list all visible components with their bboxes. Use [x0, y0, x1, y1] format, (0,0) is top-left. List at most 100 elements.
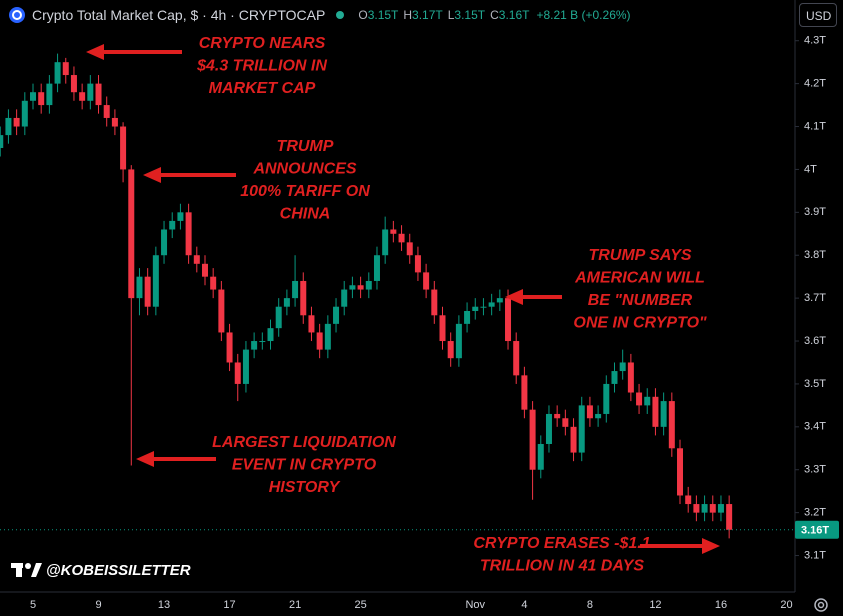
change: +8.21 B (+0.26%) [536, 8, 631, 22]
candle-body [562, 418, 569, 427]
watermark: @KOBEISSILETTER [46, 562, 191, 579]
annotation-text: $4.3 TRILLION IN [196, 58, 327, 75]
candle-body [0, 135, 4, 148]
candle-body [406, 242, 413, 256]
candle-body [120, 126, 127, 170]
candle-body [5, 117, 12, 136]
candle-body [54, 62, 61, 84]
candle-body [423, 272, 430, 290]
candle-body [316, 332, 323, 350]
currency-select[interactable]: USD [799, 3, 837, 27]
candle-body [619, 362, 626, 372]
annotation-text: LARGEST LIQUIDATION [212, 434, 396, 451]
candle-body [128, 169, 135, 299]
candle-body [218, 289, 225, 333]
candle-body [111, 117, 118, 127]
candle-body [455, 323, 462, 359]
annotation-text: EVENT IN CRYPTO [232, 457, 377, 474]
status-dot [336, 11, 345, 19]
candle-body [545, 413, 552, 444]
x-tick-label: 20 [780, 599, 792, 611]
y-tick-label: 3.2T [804, 507, 826, 519]
candles [0, 53, 733, 539]
ohlc-values: O3.15T H3.17T L3.15T C3.16T [353, 8, 529, 22]
candle-body [570, 426, 577, 453]
candle-body [13, 117, 20, 127]
annotation-text: CHINA [280, 206, 331, 223]
candle-body [668, 401, 675, 449]
candle-body [275, 306, 282, 329]
candle-body [161, 229, 168, 256]
annotation-text: CRYPTO ERASES -$1.1 [473, 535, 650, 552]
arrow-head [136, 451, 154, 467]
candle-body [677, 448, 684, 496]
candle-body [152, 255, 159, 307]
candle-body [472, 306, 479, 311]
candle-body [177, 212, 184, 221]
candle-body [382, 229, 389, 256]
candle-body [365, 280, 372, 290]
icon-circle [9, 7, 25, 23]
candle-body [701, 504, 708, 513]
logo-part [31, 563, 42, 577]
candle-body [308, 315, 315, 333]
annotation-text: MARKET CAP [209, 80, 316, 97]
candle-body [70, 75, 77, 93]
candle-body [488, 302, 495, 307]
gear[interactable] [814, 598, 828, 612]
candle-body [300, 280, 307, 316]
x-tick-label: 9 [95, 599, 101, 611]
candle-body [21, 100, 28, 127]
x-tick-label: 4 [521, 599, 527, 611]
candle-body [521, 375, 528, 410]
annotation-text: ONE IN CRYPTO" [573, 315, 707, 332]
annotation-text: 100% TARIFF ON [240, 183, 370, 200]
candle-body [349, 285, 356, 290]
y-tick-label: 4.2T [804, 78, 826, 90]
x-tick-label: 12 [649, 599, 661, 611]
candle-body [586, 405, 593, 419]
ohlc-label: O [358, 8, 368, 22]
candle-body [324, 323, 331, 350]
candle-body [636, 392, 643, 406]
dot [336, 11, 345, 19]
symbol-icon [9, 7, 25, 23]
candle-body [496, 298, 503, 303]
candle-body [390, 229, 397, 234]
arrow-head [702, 538, 720, 554]
candle-body [38, 92, 45, 106]
candle-body [578, 405, 585, 453]
ohlc-label: H [403, 8, 413, 22]
symbol-title[interactable]: Crypto Total Market Cap, $ · 4h · CRYPTO… [32, 7, 326, 23]
annotation-text: BE "NUMBER [588, 292, 693, 309]
arrows [86, 44, 720, 554]
gear-center[interactable] [817, 601, 825, 609]
last-price-label: 3.16T [801, 525, 829, 537]
candle-body [660, 401, 667, 427]
ohlc-label: C [490, 8, 499, 22]
candle-body [46, 83, 53, 106]
candle-body [210, 276, 217, 290]
y-tick-label: 3.5T [804, 378, 826, 390]
ohlc-value: 3.16T [498, 8, 530, 22]
y-tick-label: 4.3T [804, 35, 826, 47]
x-tick-label: 16 [715, 599, 727, 611]
candle-body [30, 92, 36, 101]
candle-body [627, 362, 634, 393]
y-tick-label: 3.8T [804, 249, 826, 261]
arrow-head [86, 44, 104, 60]
y-tick-label: 4.1T [804, 120, 826, 132]
candle-body [267, 328, 274, 342]
y-tick-label: 3.3T [804, 464, 826, 476]
x-tick-label: 17 [223, 599, 235, 611]
candle-body [259, 341, 266, 343]
settings-icon[interactable] [814, 598, 828, 612]
logo-part [25, 563, 31, 569]
annotation-text: TRILLION IN 41 DAYS [480, 558, 644, 575]
annotation-text: ANNOUNCES [252, 161, 356, 178]
candle-body [709, 504, 716, 513]
y-tick-label: 4T [804, 163, 817, 175]
candle-body [226, 332, 233, 363]
candle-body [595, 413, 602, 419]
